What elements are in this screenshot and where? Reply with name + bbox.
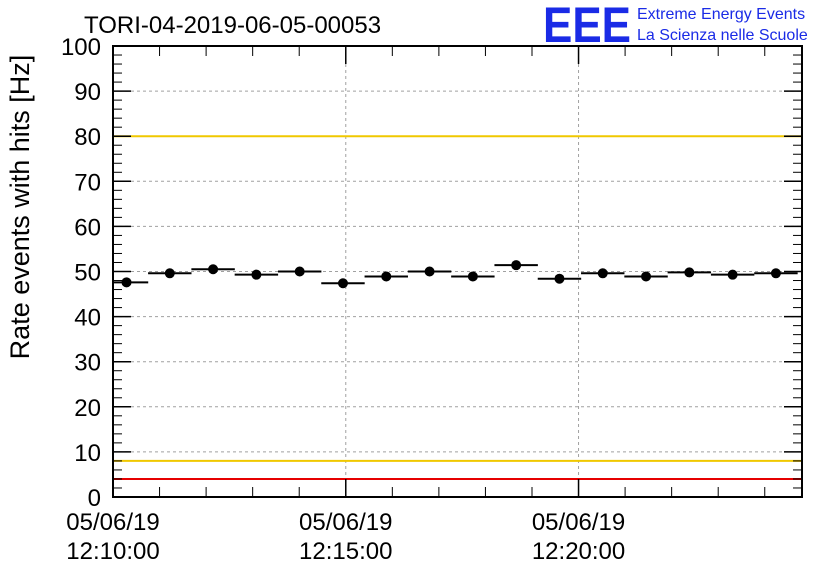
logo-line-2: La Scienza nelle Scuole [637,27,808,44]
y-tick-label: 60 [74,214,101,241]
data-point [467,271,478,282]
y-tick-label: 90 [74,79,101,106]
data-point [337,278,348,289]
data-point [511,260,522,271]
y-tick-label: 20 [74,395,101,422]
data-point [121,277,132,288]
data-point [424,266,435,277]
data-point [770,268,781,279]
y-tick-label: 70 [74,169,101,196]
x-tick-time: 12:10:00 [66,538,159,565]
data-point [251,269,262,280]
y-tick-label: 100 [61,34,101,61]
y-tick-label: 0 [88,485,101,512]
data-point [597,268,608,279]
y-tick-label: 50 [74,260,101,287]
data-point [381,271,392,282]
x-tick-date: 05/06/19 [299,509,392,536]
tick-labels: 010203040506070809010005/06/1912:10:0005… [61,34,625,565]
chart-title: TORI-04-2019-06-05-00053 [84,12,381,39]
x-tick-time: 12:15:00 [299,538,392,565]
data-point [164,268,175,279]
y-tick-label: 10 [74,440,101,467]
x-tick-time: 12:20:00 [532,538,625,565]
data-points [113,260,798,289]
y-tick-label: 80 [74,124,101,151]
data-point [554,273,565,284]
data-point [641,271,652,282]
logo-letters: EEE [543,0,631,53]
data-point [208,264,219,275]
x-tick-date: 05/06/19 [66,509,159,536]
eee-logo: EEE Extreme Energy Events La Scienza nel… [543,0,808,53]
reference-lines [113,45,802,480]
data-point [684,267,695,278]
data-point [294,266,305,277]
y-tick-label: 30 [74,350,101,377]
x-tick-date: 05/06/19 [532,509,625,536]
axis-ticks [112,45,802,498]
data-point [727,269,738,280]
logo-line-1: Extreme Energy Events [637,6,805,23]
y-tick-label: 40 [74,305,101,332]
y-axis-label: Rate events with hits [Hz] [5,55,35,360]
